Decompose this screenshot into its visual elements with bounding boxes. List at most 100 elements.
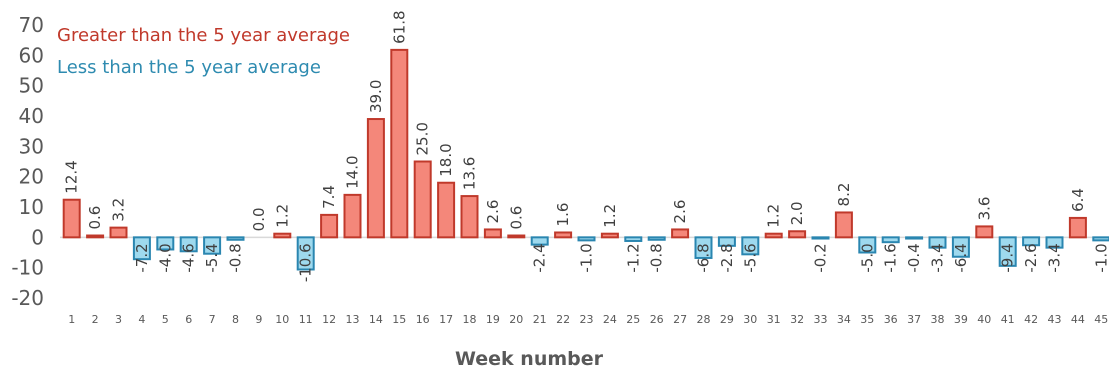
- x-tick-label: 1: [68, 313, 75, 326]
- data-label: 1.2: [765, 204, 783, 228]
- data-label: 25.0: [414, 122, 432, 155]
- x-tick-label: 11: [299, 313, 313, 326]
- bar: [1045, 236, 1064, 249]
- bar: [881, 236, 900, 244]
- x-tick-label: 10: [275, 313, 289, 326]
- data-label: 61.8: [390, 10, 408, 43]
- bar: [437, 181, 456, 239]
- x-tick-label: 16: [416, 313, 430, 326]
- x-tick-label: 45: [1094, 313, 1108, 326]
- bar: [951, 236, 970, 258]
- bar: [273, 232, 292, 239]
- data-label: -10.6: [297, 243, 315, 282]
- x-tick-label: 15: [392, 313, 406, 326]
- bar: [226, 236, 245, 241]
- x-tick-label: 42: [1024, 313, 1038, 326]
- x-tick-label: 2: [92, 313, 99, 326]
- bar: [156, 236, 175, 251]
- x-tick-label: 4: [138, 313, 145, 326]
- data-label: -3.4: [929, 243, 947, 272]
- x-tick-label: 30: [743, 313, 757, 326]
- data-label: 18.0: [437, 143, 455, 176]
- x-tick-label: 21: [533, 313, 547, 326]
- x-tick-label: 36: [884, 313, 898, 326]
- x-tick-label: 37: [907, 313, 921, 326]
- data-label: -5.0: [858, 243, 876, 272]
- bar: [460, 195, 479, 239]
- x-tick-label: 7: [209, 313, 216, 326]
- x-tick-label: 12: [322, 313, 336, 326]
- data-label: 7.4: [320, 185, 338, 209]
- x-tick-label: 26: [650, 313, 664, 326]
- x-tick-label: 38: [931, 313, 945, 326]
- data-label: -0.8: [227, 243, 245, 272]
- x-tick-label: 34: [837, 313, 851, 326]
- bar: [343, 193, 362, 239]
- bar: [62, 198, 81, 239]
- data-label: -0.8: [648, 243, 666, 272]
- bar: [203, 236, 222, 255]
- data-label: 1.2: [273, 204, 291, 228]
- bar: [390, 48, 409, 239]
- x-tick-label: 13: [346, 313, 360, 326]
- data-label: -6.4: [952, 243, 970, 272]
- data-label: -1.0: [1092, 243, 1109, 272]
- x-tick-label: 40: [977, 313, 991, 326]
- y-tick-label: 20: [19, 165, 44, 189]
- data-label: -4.0: [156, 243, 174, 272]
- data-label: -9.4: [999, 243, 1017, 272]
- data-label: 2.6: [484, 200, 502, 224]
- x-tick-label: 8: [232, 313, 239, 326]
- bar: [109, 226, 128, 239]
- bar: [998, 236, 1017, 267]
- data-label: 0.6: [86, 206, 104, 230]
- x-tick-label: 5: [162, 313, 169, 326]
- data-label: -7.2: [133, 243, 151, 272]
- data-label: -5.6: [741, 243, 759, 272]
- y-tick-label: 70: [19, 13, 44, 37]
- bar: [928, 236, 947, 249]
- data-label: 13.6: [461, 157, 479, 190]
- x-tick-label: 27: [673, 313, 687, 326]
- x-tick-label: 44: [1071, 313, 1085, 326]
- bar: [413, 160, 432, 239]
- bar: [717, 236, 736, 247]
- x-tick-label: 33: [814, 313, 828, 326]
- data-label: -4.6: [180, 243, 198, 272]
- bar: [624, 236, 643, 242]
- data-label: -6.8: [695, 243, 713, 272]
- x-tick-label: 23: [580, 313, 594, 326]
- bar: [132, 236, 151, 261]
- legend-greater: Greater than the 5 year average: [57, 25, 350, 46]
- bar: [858, 236, 877, 254]
- x-tick-label: 28: [697, 313, 711, 326]
- bar: [694, 236, 713, 259]
- data-label: -1.6: [882, 243, 900, 272]
- bar: [530, 236, 549, 246]
- bar: [600, 232, 619, 239]
- bar: [834, 211, 853, 239]
- bar: [554, 231, 573, 239]
- data-label: 2.0: [788, 201, 806, 225]
- x-tick-label: 17: [439, 313, 453, 326]
- x-tick-label: 39: [954, 313, 968, 326]
- x-tick-label: 19: [486, 313, 500, 326]
- x-tick-label: 14: [369, 313, 383, 326]
- y-tick-label: -20: [11, 286, 44, 310]
- data-label: -0.2: [812, 243, 830, 272]
- data-label: -2.6: [1022, 243, 1040, 272]
- x-tick-label: 24: [603, 313, 617, 326]
- bar: [1092, 236, 1109, 242]
- bar: [764, 232, 783, 239]
- data-label: 2.6: [671, 200, 689, 224]
- x-tick-label: 29: [720, 313, 734, 326]
- x-tick-label: 25: [626, 313, 640, 326]
- bar: [296, 236, 315, 271]
- bar: [320, 213, 339, 239]
- x-tick-label: 20: [509, 313, 523, 326]
- y-tick-label: -10: [11, 256, 44, 280]
- bar: [741, 236, 760, 256]
- bars: [62, 48, 1109, 271]
- y-tick-label: 30: [19, 134, 44, 158]
